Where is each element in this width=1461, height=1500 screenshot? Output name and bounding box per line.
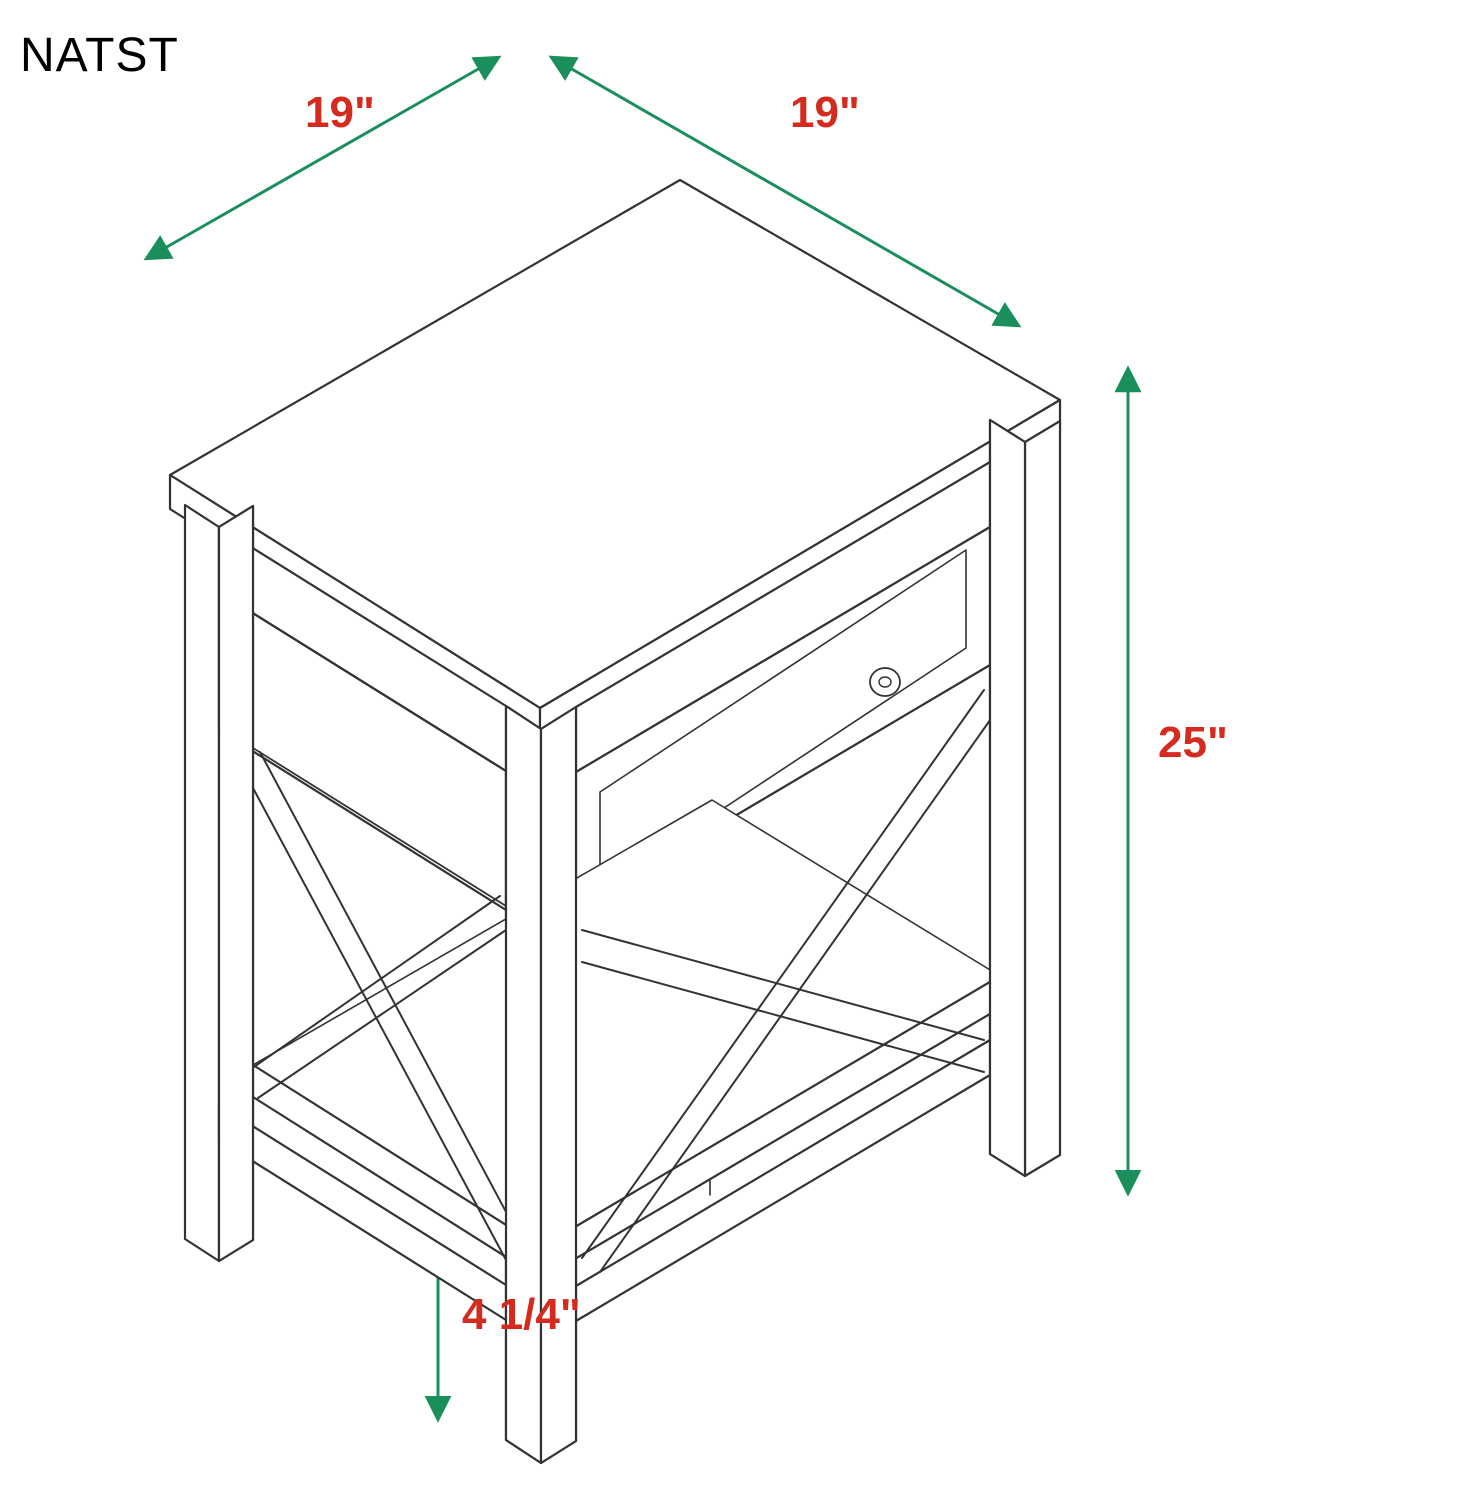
dim-depth-label: 19" <box>790 88 860 138</box>
leg-right-overlay <box>990 420 1025 1176</box>
isometric-diagram <box>0 0 1461 1500</box>
dim-clearance-label: 4 1/4" <box>462 1290 581 1340</box>
dim-width-label: 19" <box>305 88 375 138</box>
dim-height-label: 25" <box>1158 718 1228 768</box>
leg-left-overlay <box>219 506 253 1261</box>
leg-front-overlay <box>506 706 576 1463</box>
table-drawing <box>170 180 1060 1463</box>
drawer-knob <box>870 668 900 696</box>
lower-shelf-top <box>253 800 1000 1247</box>
